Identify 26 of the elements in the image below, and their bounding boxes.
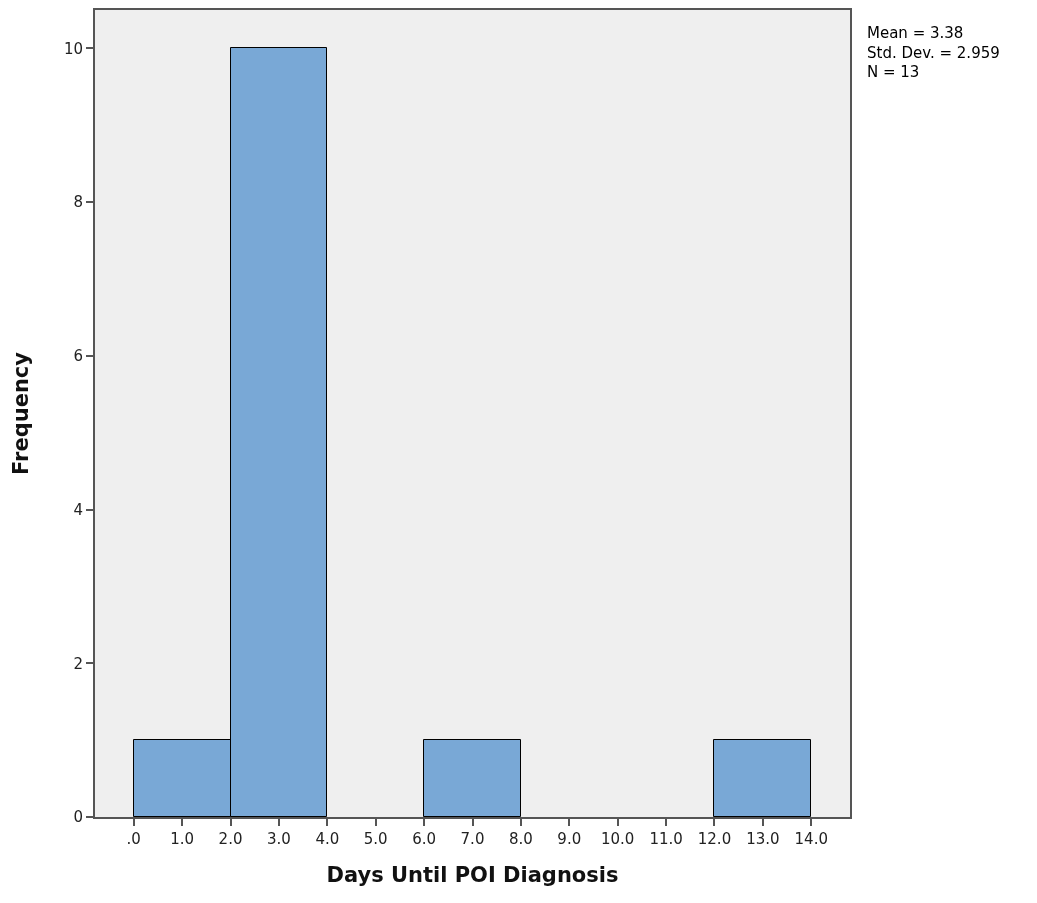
x-tick-label: 12.0 — [697, 830, 732, 848]
y-tick-label: 4 — [73, 500, 83, 519]
x-tick-label: 6.0 — [412, 830, 437, 848]
x-tick-label: 2.0 — [218, 830, 243, 848]
x-tick-label: 13.0 — [746, 830, 780, 848]
x-tick-label: 9.0 — [557, 830, 582, 848]
x-tick-label: 1.0 — [170, 830, 195, 848]
x-axis-title: Days Until POI Diagnosis — [326, 862, 619, 887]
y-tick-label: 10 — [63, 39, 83, 58]
text: Mean = 3.38 — [867, 24, 964, 42]
text: N = 13 — [867, 63, 920, 81]
text: Std. Dev. = 2.959 — [867, 43, 1000, 62]
x-tick-label: 4.0 — [315, 830, 340, 848]
y-tick-label: 0 — [73, 808, 83, 827]
x-tick-label: 3.0 — [266, 830, 291, 848]
x-tick-label: 11.0 — [649, 830, 683, 848]
x-tick-label: 5.0 — [363, 830, 388, 848]
x-tick-label: 14.0 — [794, 830, 828, 848]
y-tick-label: 8 — [73, 193, 83, 212]
x-tick-label: .0 — [126, 830, 141, 848]
y-axis-title: Frequency — [8, 351, 33, 475]
y-tick-label: 6 — [73, 347, 83, 366]
y-tick-label: 2 — [73, 654, 83, 673]
x-tick-label: 8.0 — [508, 830, 533, 848]
x-tick-label: 10.0 — [600, 830, 635, 848]
x-tick-label: 7.0 — [460, 830, 485, 848]
